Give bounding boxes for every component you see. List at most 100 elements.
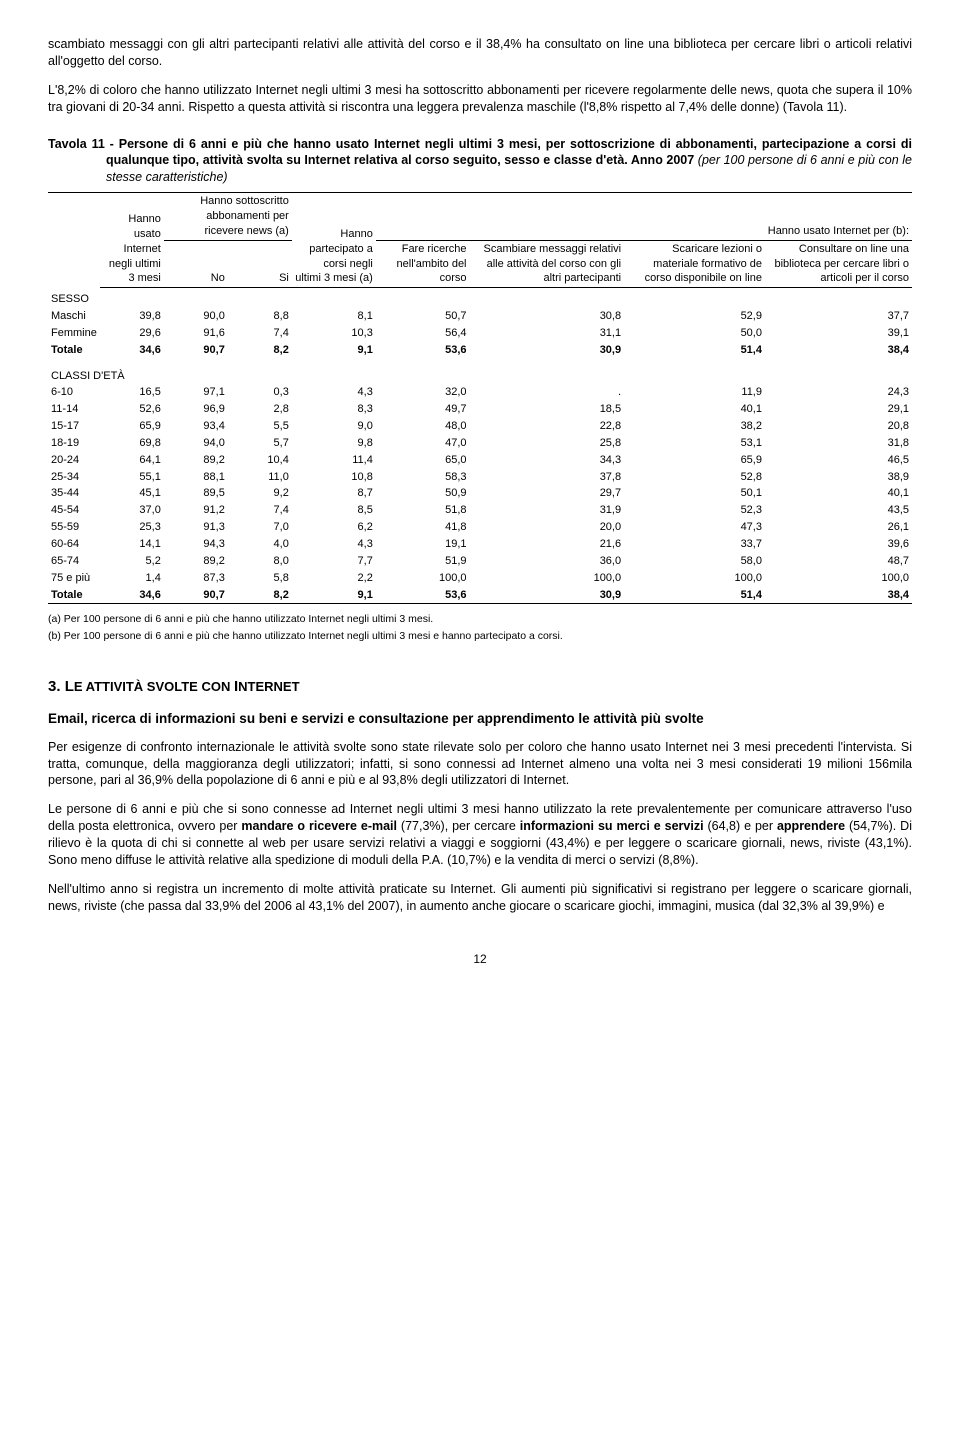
cell-value: 91,6 <box>164 325 228 342</box>
cell-value: 56,4 <box>376 325 470 342</box>
cell-value: 8,2 <box>228 342 292 359</box>
cell-value: 51,4 <box>624 342 765 359</box>
row-label: 35-44 <box>48 485 100 502</box>
cell-value: 33,7 <box>624 536 765 553</box>
cell-value: 38,9 <box>765 469 912 486</box>
cell-value: 4,3 <box>292 536 376 553</box>
cell-value: 53,6 <box>376 342 470 359</box>
cell-value: 50,9 <box>376 485 470 502</box>
cell-value: 47,0 <box>376 435 470 452</box>
cell-value: 91,3 <box>164 519 228 536</box>
cell-value: 97,1 <box>164 384 228 401</box>
cell-value: 41,8 <box>376 519 470 536</box>
cell-value: 100,0 <box>376 570 470 587</box>
cell-value: 49,7 <box>376 401 470 418</box>
cell-value: 65,9 <box>100 418 164 435</box>
cell-value: 37,7 <box>765 308 912 325</box>
cell-value: 39,1 <box>765 325 912 342</box>
table-row: 55-5925,391,37,06,241,820,047,326,1 <box>48 519 912 536</box>
cell-value: 29,6 <box>100 325 164 342</box>
cell-value: 16,5 <box>100 384 164 401</box>
table-title: Tavola 11 - Persone di 6 anni e più che … <box>48 136 912 187</box>
table-row: Totale34,690,78,29,153,630,951,438,4 <box>48 342 912 359</box>
cell-value: 93,4 <box>164 418 228 435</box>
cell-value: 11,9 <box>624 384 765 401</box>
col-header-si: Si <box>228 240 292 288</box>
cell-value: 8,1 <box>292 308 376 325</box>
table-row: 25-3455,188,111,010,858,337,852,838,9 <box>48 469 912 486</box>
cell-value: 0,3 <box>228 384 292 401</box>
cell-value: 50,0 <box>624 325 765 342</box>
cell-value: 10,4 <box>228 452 292 469</box>
cell-value: 89,5 <box>164 485 228 502</box>
row-label: 18-19 <box>48 435 100 452</box>
cell-value: 38,2 <box>624 418 765 435</box>
cell-value: 100,0 <box>624 570 765 587</box>
row-label: 65-74 <box>48 553 100 570</box>
body-para-3: Per esigenze di confronto internazionale… <box>48 739 912 790</box>
section-classi: CLASSI D'ETÀ <box>48 359 912 385</box>
cell-value: 39,8 <box>100 308 164 325</box>
cell-value: 100,0 <box>470 570 625 587</box>
intro-para-1: scambiato messaggi con gli altri parteci… <box>48 36 912 70</box>
cell-value: 31,9 <box>470 502 625 519</box>
cell-value: 89,2 <box>164 452 228 469</box>
footnote-b: (b) Per 100 persone di 6 anni e più che … <box>48 629 912 643</box>
table-row: 20-2464,189,210,411,465,034,365,946,5 <box>48 452 912 469</box>
cell-value: 32,0 <box>376 384 470 401</box>
data-table: Hanno usato Internet negli ultimi 3 mesi… <box>48 192 912 604</box>
cell-value: 4,0 <box>228 536 292 553</box>
cell-value: 65,9 <box>624 452 765 469</box>
cell-value: 38,4 <box>765 587 912 604</box>
cell-value: 9,0 <box>292 418 376 435</box>
col-header-ricerche: Fare ricerche nell'ambito del corso <box>376 240 470 288</box>
cell-value: 40,1 <box>765 485 912 502</box>
cell-value: 53,6 <box>376 587 470 604</box>
cell-value: 30,9 <box>470 587 625 604</box>
cell-value: 14,1 <box>100 536 164 553</box>
cell-value: 8,8 <box>228 308 292 325</box>
intro-para-2: L'8,2% di coloro che hanno utilizzato In… <box>48 82 912 116</box>
cell-value: 38,4 <box>765 342 912 359</box>
table-row: 6-1016,597,10,34,332,0.11,924,3 <box>48 384 912 401</box>
cell-value: 8,3 <box>292 401 376 418</box>
row-label: 45-54 <box>48 502 100 519</box>
col-header-biblioteca: Consultare on line una biblioteca per ce… <box>765 240 912 288</box>
cell-value: 94,0 <box>164 435 228 452</box>
cell-value: 9,1 <box>292 342 376 359</box>
cell-value: 8,7 <box>292 485 376 502</box>
cell-value: 11,0 <box>228 469 292 486</box>
section-word1-rest: E ATTIVITÀ SVOLTE CON <box>74 679 234 694</box>
section-number: 3. <box>48 678 65 695</box>
cell-value: 53,1 <box>624 435 765 452</box>
cell-value: 47,3 <box>624 519 765 536</box>
cell-value: 7,4 <box>228 325 292 342</box>
cell-value: 50,1 <box>624 485 765 502</box>
table-row: 65-745,289,28,07,751,936,058,048,7 <box>48 553 912 570</box>
col-header-lezioni: Scaricare lezioni o materiale formativo … <box>624 240 765 288</box>
cell-value: 34,6 <box>100 342 164 359</box>
col-header-messaggi: Scambiare messaggi relativi alle attivit… <box>470 240 625 288</box>
cell-value: 48,7 <box>765 553 912 570</box>
table-row: Totale34,690,78,29,153,630,951,438,4 <box>48 587 912 604</box>
cell-value: 94,3 <box>164 536 228 553</box>
cell-value: 51,8 <box>376 502 470 519</box>
cell-value: 91,2 <box>164 502 228 519</box>
cell-value: 90,7 <box>164 587 228 604</box>
cell-value: 2,8 <box>228 401 292 418</box>
cell-value: 10,8 <box>292 469 376 486</box>
table-row: 35-4445,189,59,28,750,929,750,140,1 <box>48 485 912 502</box>
cell-value: 52,9 <box>624 308 765 325</box>
cell-value: 65,0 <box>376 452 470 469</box>
cell-value: 30,8 <box>470 308 625 325</box>
row-label: 25-34 <box>48 469 100 486</box>
cell-value: 39,6 <box>765 536 912 553</box>
subsection-heading: Email, ricerca di informazioni su beni e… <box>48 710 912 728</box>
cell-value: 43,5 <box>765 502 912 519</box>
footnote-a: (a) Per 100 persone di 6 anni e più che … <box>48 612 912 626</box>
col-header-corsi: Hanno partecipato a corsi negli ultimi 3… <box>292 193 376 288</box>
cell-value: 31,1 <box>470 325 625 342</box>
table-row: 15-1765,993,45,59,048,022,838,220,8 <box>48 418 912 435</box>
cell-value: 21,6 <box>470 536 625 553</box>
cell-value: 26,1 <box>765 519 912 536</box>
